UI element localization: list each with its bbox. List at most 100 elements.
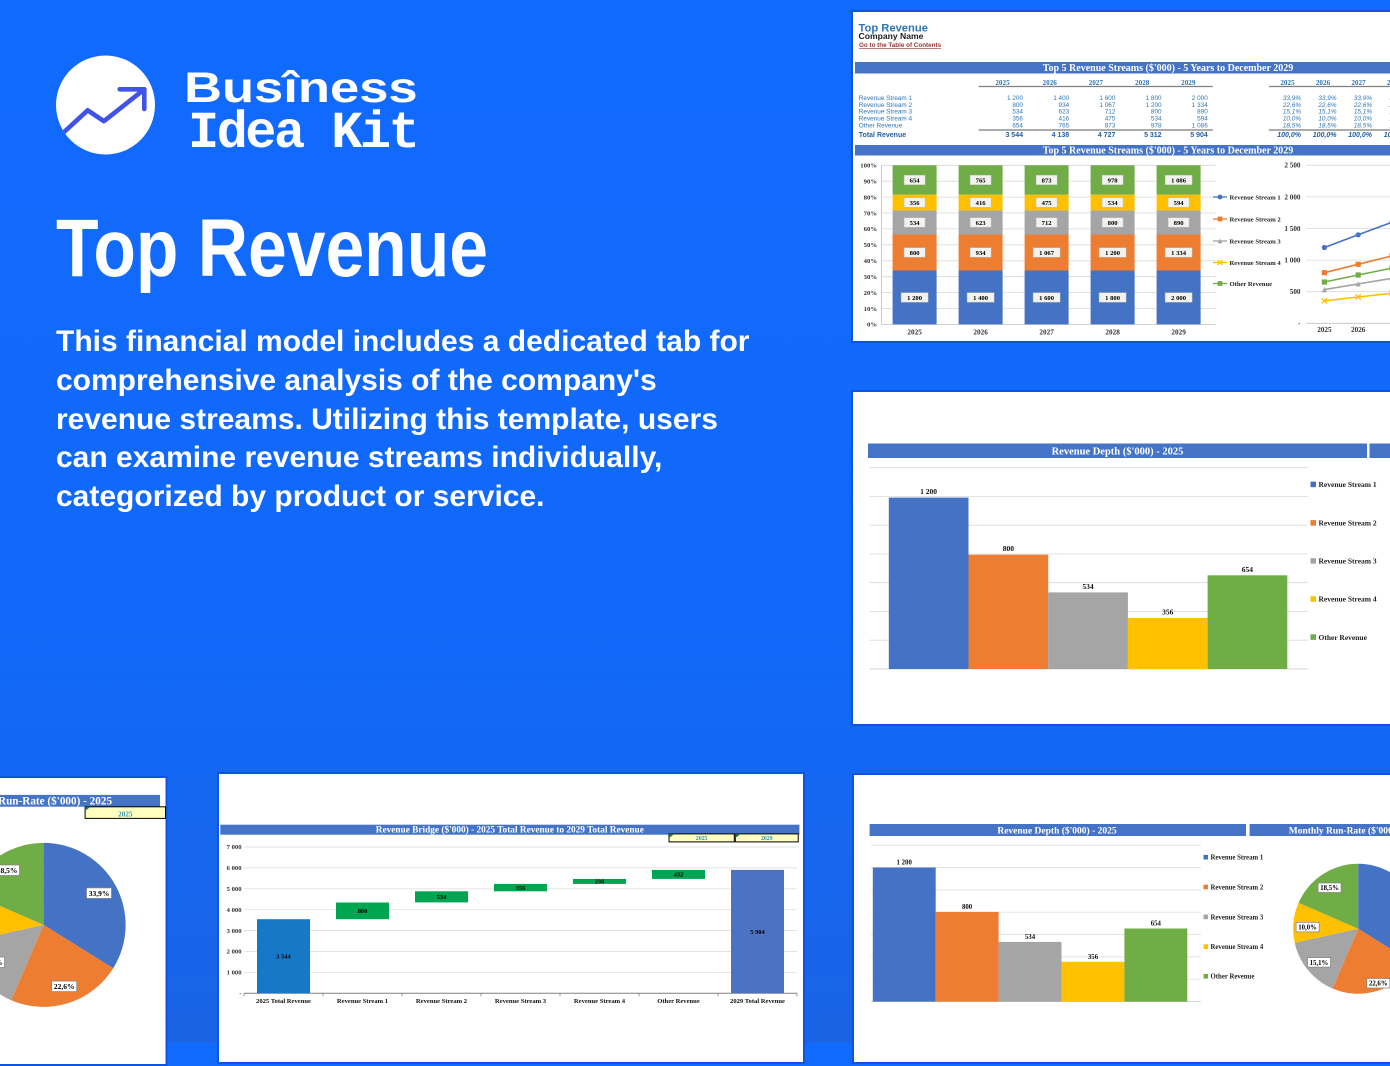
svg-text:4 000: 4 000	[227, 907, 243, 914]
svg-text:2029: 2029	[1171, 329, 1186, 337]
svg-text:Other Revenue: Other Revenue	[657, 998, 700, 1005]
svg-text:90%: 90%	[864, 179, 878, 186]
svg-text:1 200: 1 200	[897, 860, 913, 867]
svg-text:534: 534	[437, 894, 447, 901]
svg-text:Total Revenue: Total Revenue	[859, 132, 906, 139]
svg-text:2025: 2025	[995, 79, 1010, 87]
svg-text:534: 534	[1108, 200, 1119, 207]
svg-text:2025: 2025	[1280, 79, 1295, 87]
svg-text:100,0%: 100,0%	[1313, 132, 1338, 139]
svg-text:2029: 2029	[1181, 79, 1196, 87]
svg-text:Revenue Stream 1: Revenue Stream 1	[337, 998, 388, 1005]
svg-text:654: 654	[1151, 921, 1162, 928]
svg-text:10%: 10%	[864, 306, 878, 313]
svg-text:5 312: 5 312	[1144, 132, 1162, 139]
svg-text:623: 623	[976, 220, 987, 227]
svg-text:2026: 2026	[973, 329, 988, 337]
svg-text:800: 800	[1003, 544, 1015, 553]
svg-text:534: 534	[910, 220, 921, 227]
svg-text:356: 356	[1088, 954, 1099, 961]
svg-text:Revenue Stream 2: Revenue Stream 2	[1319, 519, 1377, 528]
svg-text:978: 978	[1108, 177, 1119, 184]
svg-text:3 544: 3 544	[1005, 132, 1023, 139]
svg-text:1 200: 1 200	[920, 487, 937, 496]
svg-text:100,0%: 100,0%	[1277, 132, 1302, 139]
svg-text:238: 238	[595, 879, 605, 886]
svg-text:60%: 60%	[864, 226, 878, 233]
svg-text:Revenue Stream 2: Revenue Stream 2	[1230, 217, 1282, 224]
svg-text:Revenue Stream 1: Revenue Stream 1	[1230, 195, 1281, 202]
svg-text:Run-Rate ($'000) - 2025: Run-Rate ($'000) - 2025	[0, 796, 112, 808]
svg-text:1 600: 1 600	[1039, 295, 1055, 302]
svg-text:15,1%: 15,1%	[1310, 960, 1329, 967]
svg-text:765: 765	[1059, 122, 1070, 129]
svg-text:890: 890	[1174, 220, 1185, 227]
svg-text:2 000: 2 000	[1284, 193, 1301, 201]
svg-text:18,5%: 18,5%	[1354, 122, 1372, 129]
svg-text:1 000: 1 000	[227, 970, 243, 977]
svg-text:1 200: 1 200	[907, 295, 923, 302]
svg-text:800: 800	[358, 908, 368, 915]
svg-text:2026: 2026	[1351, 326, 1366, 334]
svg-text:873: 873	[1105, 122, 1116, 129]
svg-text:Revenue Depth ($'000) - 2025: Revenue Depth ($'000) - 2025	[997, 825, 1117, 836]
svg-text:Revenue Stream 3: Revenue Stream 3	[1230, 239, 1282, 246]
svg-text:5 904: 5 904	[750, 929, 765, 936]
svg-text:5 904: 5 904	[1190, 132, 1208, 139]
svg-text:978: 978	[1151, 122, 1162, 129]
svg-text:934: 934	[976, 250, 987, 257]
svg-text:475: 475	[1042, 200, 1053, 207]
svg-text:Top 5 Revenue Streams ($'000): Top 5 Revenue Streams ($'000) - 5 Years …	[1043, 63, 1294, 74]
svg-text:Other Revenue: Other Revenue	[1211, 974, 1255, 981]
svg-text:Go to the Table of Contents: Go to the Table of Contents	[859, 42, 942, 49]
svg-text:534: 534	[1082, 582, 1094, 591]
svg-text:100,0%: 100,0%	[1348, 132, 1373, 139]
svg-text:356: 356	[1162, 608, 1174, 617]
svg-text:1 400: 1 400	[973, 295, 989, 302]
svg-text:2026: 2026	[1316, 79, 1331, 87]
svg-text:Revenue Stream 4: Revenue Stream 4	[1230, 260, 1282, 267]
svg-text:1 000: 1 000	[1284, 257, 1301, 265]
svg-text:22,6%: 22,6%	[54, 982, 75, 991]
svg-text:2027: 2027	[1039, 329, 1054, 337]
svg-text:800: 800	[962, 904, 973, 911]
svg-text:432: 432	[674, 872, 684, 879]
svg-text:33,9%: 33,9%	[89, 889, 110, 898]
svg-text:-: -	[239, 990, 241, 997]
svg-text:70%: 70%	[864, 210, 878, 217]
svg-text:2029 Total Revenue: 2029 Total Revenue	[730, 998, 785, 1005]
svg-text:Revenue Stream 3: Revenue Stream 3	[1211, 914, 1264, 921]
svg-text:2028: 2028	[1105, 329, 1120, 337]
svg-text:Revenue Stream 3: Revenue Stream 3	[495, 998, 547, 1005]
svg-text:2027: 2027	[1089, 79, 1104, 87]
svg-text:Revenue Stream 2: Revenue Stream 2	[416, 998, 468, 1005]
svg-text:2025: 2025	[696, 836, 708, 842]
svg-text:22,6%: 22,6%	[1369, 981, 1388, 988]
svg-text:2 000: 2 000	[1171, 295, 1187, 302]
svg-text:Revenue Stream 4: Revenue Stream 4	[1319, 595, 1377, 604]
svg-text:18,5%: 18,5%	[1320, 885, 1339, 892]
svg-text:2026: 2026	[1043, 79, 1058, 87]
svg-text:356: 356	[516, 885, 526, 892]
svg-text:Top 5 Revenue Streams ($'000): Top 5 Revenue Streams ($'000) - 5 Years …	[1043, 146, 1294, 157]
svg-text:2028: 2028	[1135, 79, 1150, 87]
svg-text:4 138: 4 138	[1052, 132, 1070, 139]
svg-text:Revenue Depth ($'000) - 2025: Revenue Depth ($'000) - 2025	[1052, 446, 1184, 457]
svg-text:Revenue Stream 1: Revenue Stream 1	[1211, 855, 1264, 862]
svg-text:356: 356	[910, 200, 921, 207]
svg-text:100,0%: 100,0%	[1384, 132, 1390, 139]
svg-text:2025: 2025	[1317, 326, 1332, 334]
svg-text:873: 873	[1042, 177, 1053, 184]
svg-text:416: 416	[976, 200, 987, 207]
svg-text:Other Revenue: Other Revenue	[1230, 281, 1273, 288]
svg-text:1 067: 1 067	[1039, 250, 1055, 257]
svg-text:Revenue Stream 4: Revenue Stream 4	[1211, 944, 1264, 951]
svg-text:18,5%: 18,5%	[1283, 122, 1301, 129]
svg-text:500: 500	[1290, 288, 1301, 296]
svg-text:Other Revenue: Other Revenue	[859, 122, 903, 129]
svg-text:2029: 2029	[761, 836, 773, 842]
svg-text:7 000: 7 000	[227, 844, 243, 851]
svg-text:Revenue Bridge ($'000) - 2025: Revenue Bridge ($'000) - 2025 Total Reve…	[376, 825, 644, 836]
svg-text:20%: 20%	[864, 290, 878, 297]
svg-text:80%: 80%	[864, 194, 878, 201]
